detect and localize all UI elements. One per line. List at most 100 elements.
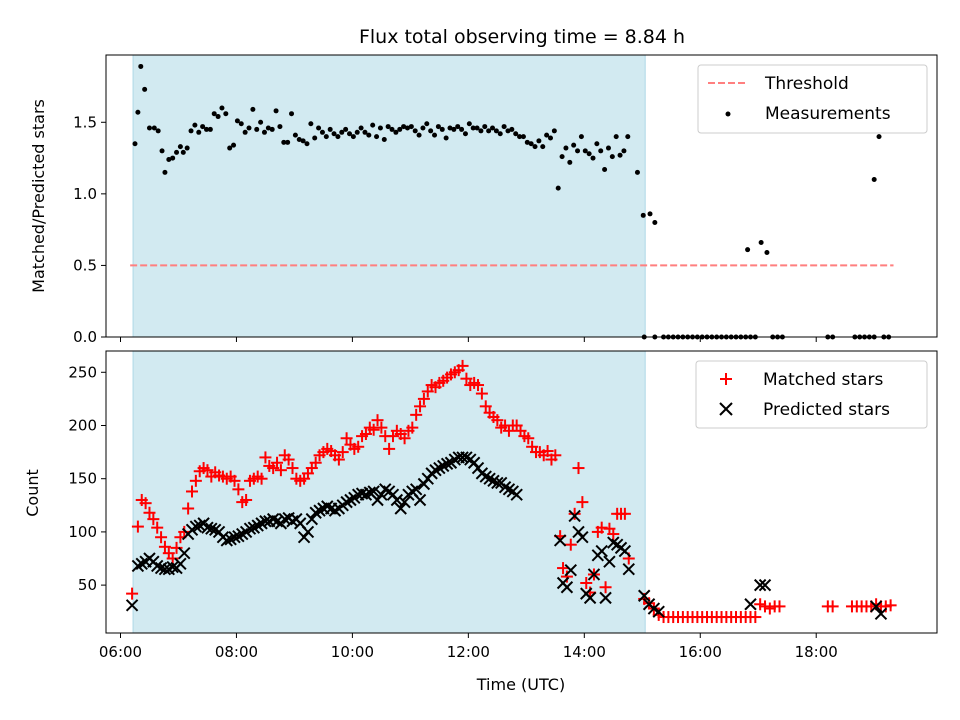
measurement-point: [559, 154, 565, 160]
figure-title: Flux total observing time = 8.84 h: [359, 26, 685, 48]
predicted-star-cross-b: [174, 557, 187, 571]
predicted-star-point: [758, 578, 772, 592]
predicted-star-cross-b: [355, 487, 369, 500]
measurement-point: [617, 152, 623, 158]
bot-x-tick-label: 10:00: [331, 643, 374, 661]
measurement-point: [227, 145, 233, 151]
measurement-point: [312, 135, 318, 141]
matched-star-point: [410, 408, 423, 421]
predicted-star-point: [174, 557, 187, 571]
predicted-star-point: [599, 591, 612, 605]
measurement-point: [362, 129, 368, 135]
measurement-point: [304, 141, 310, 147]
bot-y-tick-label: 250: [68, 363, 97, 381]
predicted-star-point: [220, 534, 233, 547]
predicted-star-cross-b: [874, 607, 888, 621]
predicted-star-cross-b: [869, 600, 883, 613]
matched-star-point: [309, 456, 322, 469]
predicted-star-point: [390, 493, 404, 507]
bottom-ylabel: Count: [23, 469, 42, 517]
predicted-star-cross-b: [297, 531, 311, 544]
measurement-point: [196, 129, 202, 135]
matched-star-point: [607, 528, 620, 541]
predicted-star-point: [409, 483, 423, 496]
predicted-star-cross-b: [576, 531, 589, 544]
matched-star-point: [472, 379, 485, 392]
measurement-point: [455, 124, 461, 130]
predicted-star-point: [874, 607, 888, 621]
top-panel: 0.0 0.5 1.0 1.5 Matched/Predicted stars Thr…: [29, 54, 938, 346]
top-y-tick-label: 0.0: [73, 328, 97, 346]
predicted-star-point: [753, 578, 767, 592]
top-ylabel: Matched/Predicted stars: [29, 99, 48, 293]
predicted-star-cross-b: [553, 534, 567, 547]
measurement-point: [563, 145, 569, 151]
measurement-point: [547, 135, 553, 141]
measurement-point: [602, 167, 608, 173]
matched-star-point: [749, 611, 762, 624]
measurement-point: [428, 128, 434, 134]
predicted-star-cross-b: [638, 589, 651, 602]
matched-star-point: [155, 531, 168, 544]
predicted-star-cross-b: [587, 568, 601, 581]
predicted-star-cross-b: [394, 502, 407, 515]
matched-star-point: [359, 428, 372, 441]
predicted-star-cross-b: [375, 488, 388, 501]
predicted-star-cross-b: [440, 457, 454, 471]
matched-star-point: [131, 520, 144, 533]
measurement-point: [219, 105, 225, 111]
measurement-point: [223, 111, 229, 117]
measurement-point: [459, 126, 465, 132]
predicted-star-cross-b: [753, 578, 767, 592]
predicted-star-cross-b: [270, 515, 284, 528]
predicted-star-point: [440, 457, 454, 471]
predicted-star-cross-b: [390, 493, 404, 507]
measurement-point: [404, 125, 410, 131]
measurement-point: [159, 148, 165, 154]
predicted-star-cross-b: [460, 451, 473, 464]
matched-star-point: [456, 359, 469, 372]
matched-star-point: [340, 432, 353, 445]
predicted-star-cross-b: [491, 476, 504, 490]
measurement-point: [408, 124, 414, 130]
predicted-star-cross-b: [228, 531, 241, 544]
measurement-point: [151, 125, 157, 131]
measurement-point: [285, 139, 291, 145]
predicted-star-cross-b: [371, 493, 384, 507]
measurement-point: [258, 119, 264, 125]
legend-measurements-label: Measurements: [765, 104, 891, 124]
predicted-star-cross-b: [189, 520, 203, 533]
predicted-star-point: [371, 493, 384, 507]
measurement-point: [300, 138, 306, 144]
legend-threshold-label: Threshold: [764, 74, 849, 94]
measurement-point: [374, 134, 380, 140]
predicted-star-point: [205, 522, 218, 535]
measurement-point: [443, 135, 449, 141]
measurement-point: [652, 219, 658, 225]
predicted-star-point: [386, 488, 400, 501]
matched-star-point: [185, 485, 198, 498]
predicted-star-cross-b: [471, 461, 485, 475]
measurement-point: [466, 121, 472, 127]
measurement-point: [155, 128, 161, 134]
measurement-point: [180, 149, 186, 155]
measurement-point: [265, 125, 271, 131]
predicted-star-cross-b: [498, 481, 512, 494]
predicted-star-cross-b: [367, 485, 380, 498]
predicted-star-cross-b: [386, 488, 400, 501]
matched-star-point: [143, 506, 156, 519]
matched-star-point: [352, 440, 365, 453]
predicted-star-cross-b: [321, 500, 334, 513]
matched-star-point: [274, 464, 287, 477]
bot-x-tick-label: 14:00: [563, 643, 606, 661]
measurement-point: [177, 144, 183, 150]
predicted-star-cross-b: [744, 598, 757, 611]
matched-star-point: [332, 453, 345, 466]
legend-matched-label: Matched stars: [763, 370, 883, 390]
predicted-star-point: [553, 534, 567, 547]
measurement-point: [327, 126, 333, 132]
matched-star-point: [147, 513, 160, 526]
measurement-point: [497, 131, 503, 137]
measurement-point: [540, 144, 546, 150]
predicted-star-cross-b: [125, 599, 139, 612]
